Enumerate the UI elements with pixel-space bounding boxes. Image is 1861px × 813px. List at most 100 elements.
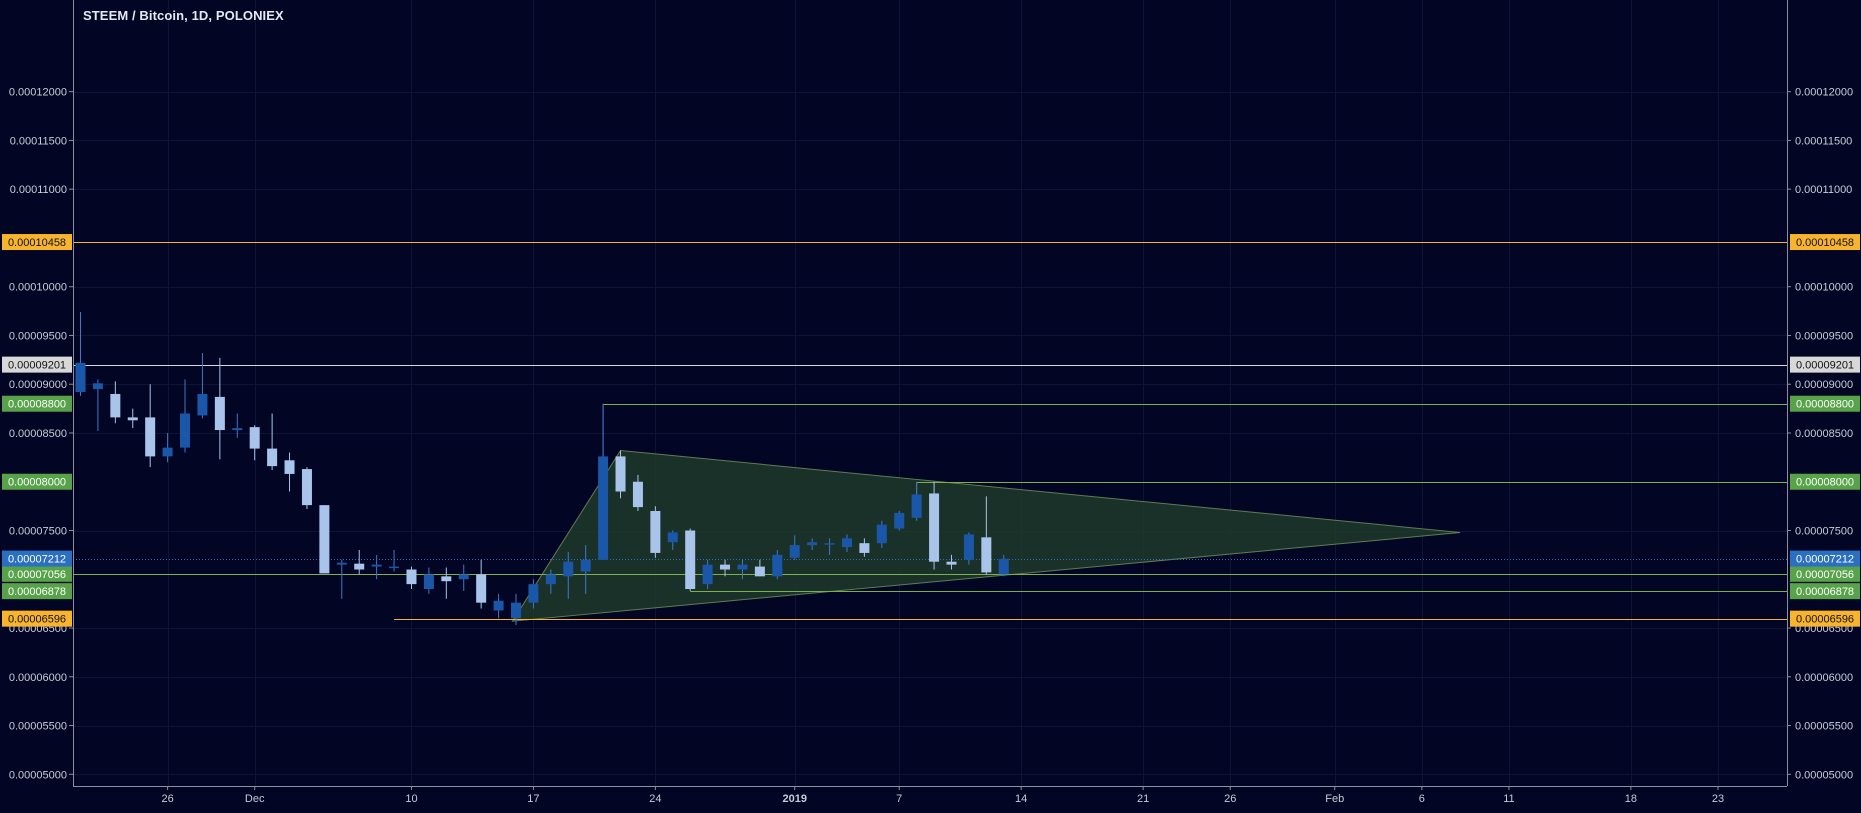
- candle-body[interactable]: [841, 538, 852, 548]
- candle-body[interactable]: [737, 564, 748, 570]
- candle[interactable]: [998, 554, 1009, 577]
- candle-body[interactable]: [162, 447, 173, 457]
- horizontal-levels[interactable]: [73, 242, 1787, 620]
- candle-body[interactable]: [441, 576, 452, 582]
- candle[interactable]: [162, 432, 173, 463]
- candle-body[interactable]: [580, 559, 591, 572]
- candle-body[interactable]: [754, 566, 765, 577]
- candle-body[interactable]: [249, 427, 260, 449]
- candle[interactable]: [772, 550, 783, 580]
- candle[interactable]: [214, 357, 225, 460]
- candle[interactable]: [841, 534, 852, 552]
- candle-body[interactable]: [92, 383, 103, 390]
- candle-body[interactable]: [284, 460, 295, 474]
- candle[interactable]: [493, 593, 504, 619]
- candle-body[interactable]: [615, 456, 626, 492]
- candle[interactable]: [406, 566, 417, 590]
- candle[interactable]: [75, 312, 86, 396]
- candle[interactable]: [929, 481, 940, 570]
- candle[interactable]: [615, 450, 626, 499]
- candle-body[interactable]: [789, 545, 800, 558]
- candle[interactable]: [336, 559, 347, 599]
- candle[interactable]: [894, 510, 905, 531]
- candle-body[interactable]: [301, 469, 312, 506]
- candle-body[interactable]: [493, 600, 504, 611]
- candle-body[interactable]: [336, 562, 347, 565]
- candle[interactable]: [423, 567, 434, 594]
- candle[interactable]: [963, 532, 974, 565]
- candle[interactable]: [267, 413, 278, 471]
- candle[interactable]: [197, 353, 208, 419]
- candle[interactable]: [441, 567, 452, 599]
- candle-body[interactable]: [946, 561, 957, 565]
- candle-body[interactable]: [859, 543, 870, 553]
- candle[interactable]: [702, 559, 713, 590]
- candle[interactable]: [563, 551, 574, 599]
- candle[interactable]: [545, 569, 556, 594]
- candle[interactable]: [249, 425, 260, 461]
- candle-body[interactable]: [267, 448, 278, 467]
- candle-body[interactable]: [563, 561, 574, 577]
- candle-body[interactable]: [528, 584, 539, 603]
- candle-body[interactable]: [702, 564, 713, 585]
- candle-body[interactable]: [197, 393, 208, 416]
- candle[interactable]: [145, 384, 156, 468]
- candle-body[interactable]: [406, 569, 417, 585]
- candle-body[interactable]: [145, 417, 156, 457]
- candle-body[interactable]: [389, 566, 400, 569]
- candle[interactable]: [92, 379, 103, 432]
- candle[interactable]: [911, 481, 922, 521]
- candle[interactable]: [946, 554, 957, 570]
- candle-body[interactable]: [545, 574, 556, 585]
- candle[interactable]: [284, 452, 295, 492]
- candle[interactable]: [127, 408, 138, 429]
- candle[interactable]: [737, 559, 748, 580]
- candle[interactable]: [650, 506, 661, 558]
- candle-body[interactable]: [667, 532, 678, 543]
- candle-body[interactable]: [824, 543, 835, 545]
- candle-body[interactable]: [598, 456, 609, 560]
- candle-body[interactable]: [720, 564, 731, 570]
- candle[interactable]: [110, 381, 121, 424]
- candle[interactable]: [981, 496, 992, 575]
- candle-body[interactable]: [458, 574, 469, 580]
- candle[interactable]: [371, 554, 382, 580]
- candle-body[interactable]: [876, 524, 887, 544]
- candle[interactable]: [511, 593, 521, 626]
- candles[interactable]: [75, 312, 1009, 626]
- candle-body[interactable]: [929, 493, 940, 562]
- candle-body[interactable]: [476, 574, 487, 603]
- candle-body[interactable]: [319, 505, 330, 574]
- candle-body[interactable]: [214, 396, 225, 431]
- candle[interactable]: [789, 535, 800, 560]
- candle[interactable]: [859, 538, 870, 557]
- candle[interactable]: [685, 528, 696, 591]
- candle[interactable]: [824, 538, 835, 555]
- candle[interactable]: [180, 379, 191, 453]
- candle-body[interactable]: [894, 512, 905, 529]
- candle-body[interactable]: [423, 574, 434, 590]
- candle-body[interactable]: [180, 413, 191, 448]
- candle[interactable]: [667, 530, 678, 551]
- candle[interactable]: [876, 520, 887, 549]
- candle-body[interactable]: [232, 428, 243, 431]
- candle-body[interactable]: [371, 564, 382, 567]
- candle-body[interactable]: [911, 494, 922, 518]
- candle[interactable]: [807, 538, 818, 551]
- candle[interactable]: [354, 550, 365, 575]
- candle-body[interactable]: [685, 530, 696, 590]
- candle-body[interactable]: [354, 563, 365, 570]
- candle-body[interactable]: [632, 481, 643, 508]
- candle[interactable]: [232, 413, 243, 438]
- candle-body[interactable]: [963, 534, 974, 560]
- candle-body[interactable]: [807, 542, 818, 546]
- candle[interactable]: [389, 550, 400, 572]
- candle[interactable]: [598, 403, 609, 560]
- candle[interactable]: [580, 545, 591, 594]
- candle-body[interactable]: [110, 393, 121, 418]
- candle-body[interactable]: [127, 417, 138, 421]
- candle[interactable]: [476, 559, 487, 609]
- candle-body[interactable]: [772, 554, 783, 577]
- candle-body[interactable]: [981, 537, 992, 573]
